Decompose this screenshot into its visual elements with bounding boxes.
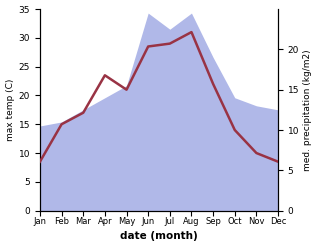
Y-axis label: max temp (C): max temp (C) [5, 79, 15, 141]
X-axis label: date (month): date (month) [120, 231, 198, 242]
Y-axis label: med. precipitation (kg/m2): med. precipitation (kg/m2) [303, 49, 313, 171]
